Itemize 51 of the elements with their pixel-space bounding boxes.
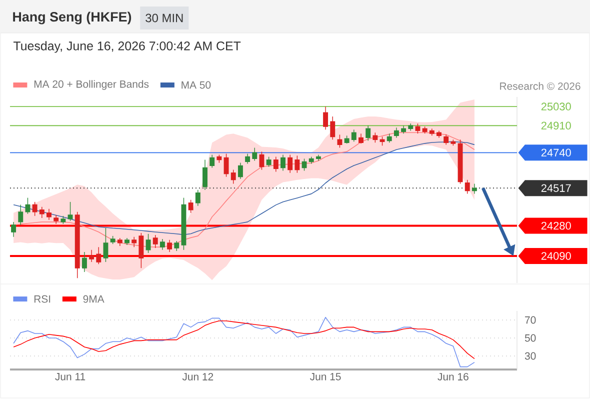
x-tick-label: Jun 11 <box>55 373 86 380</box>
candlestick <box>429 128 434 136</box>
text: 30 MIN <box>146 14 183 22</box>
y-tick-label: 70 <box>525 316 536 324</box>
candlestick <box>288 154 293 174</box>
legend-label: MA 20 + Bollinger Bands <box>34 80 149 90</box>
candlestick <box>472 183 477 194</box>
candlestick <box>401 125 406 134</box>
y-tick-label: 24090 <box>541 252 571 260</box>
candlestick <box>444 134 449 146</box>
candlestick <box>436 130 442 138</box>
x-tick-label: Jun 15 <box>310 373 341 380</box>
candlestick <box>280 154 286 172</box>
candlestick <box>46 208 52 220</box>
candlestick <box>238 162 243 180</box>
y-tick-label: 24910 <box>541 122 571 130</box>
candlestick <box>210 154 215 168</box>
legend-label: MA 50 <box>182 81 211 89</box>
y-tick-label: 24517 <box>541 184 571 192</box>
candlestick <box>394 127 399 138</box>
y-tick-label: 25030 <box>541 102 571 110</box>
candlestick <box>132 236 137 248</box>
candlestick <box>11 222 16 238</box>
candlestick <box>202 159 208 190</box>
candlestick <box>351 129 356 142</box>
y-tick-label: 50 <box>524 334 536 342</box>
candlestick <box>245 153 250 164</box>
y-tick-label: 24280 <box>541 222 571 230</box>
candlestick <box>39 206 44 218</box>
legend-label: 9MA <box>83 295 104 303</box>
candlestick <box>195 189 200 206</box>
chart-subtitle: Tuesday, June 16, 2026 7:00:42 AM CET <box>13 41 241 53</box>
candlestick <box>323 106 328 130</box>
x-tick-label: Jun 12 <box>182 373 214 380</box>
candlestick <box>82 252 87 272</box>
candlestick <box>160 238 165 250</box>
y-tick-label: 24740 <box>541 148 571 157</box>
text: Research © 2026 <box>500 82 580 90</box>
chart-title: Hang Seng (HKFE) <box>13 12 132 24</box>
candlestick <box>358 133 364 144</box>
candlestick <box>273 156 278 172</box>
candlestick <box>117 238 122 246</box>
candlestick <box>54 214 59 224</box>
candlestick <box>167 240 172 252</box>
legend-label: RSI <box>34 295 50 303</box>
candlestick <box>124 238 130 246</box>
candlestick <box>89 250 94 262</box>
x-tick-label: Jun 16 <box>438 373 468 380</box>
candlestick <box>366 125 371 142</box>
candlestick <box>316 154 321 162</box>
y-tick-label: 30 <box>524 352 536 360</box>
